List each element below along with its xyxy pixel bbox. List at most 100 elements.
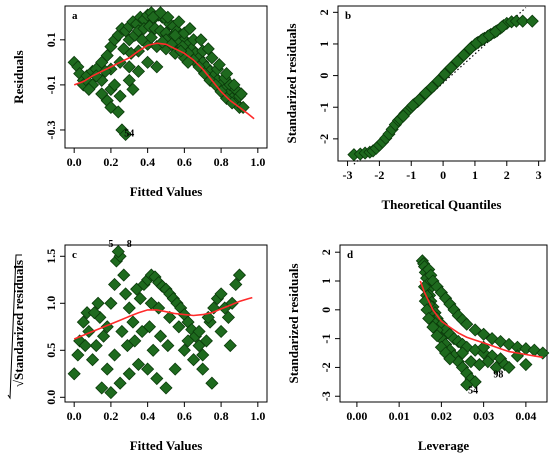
- data-point: [122, 367, 136, 381]
- data-point: [444, 61, 458, 75]
- panel-c-scale-location: 0.0 0.2 0.4 0.6 0.8 1.0 1.5 1.0 0.5 0.0 Fitted Val…: [7, 239, 268, 453]
- x-tick-label: -3: [343, 168, 353, 182]
- x-axis-label: Fitted Values: [130, 438, 203, 453]
- y-tick-label: -2: [317, 134, 331, 144]
- data-point: [119, 127, 133, 142]
- data-point: [113, 89, 127, 103]
- data-point: [214, 324, 228, 339]
- y-tick-label: -1: [317, 102, 331, 112]
- y-tick-label: 0: [317, 73, 331, 79]
- x-tick-label: 0.01: [389, 409, 410, 423]
- data-point: [168, 362, 182, 376]
- plot-frame: [64, 244, 268, 403]
- outlier-annotation: 54: [468, 385, 478, 396]
- data-point: [108, 348, 122, 362]
- data-point: [477, 327, 491, 341]
- data-point: [236, 100, 250, 114]
- x-tick-label: 0.6: [177, 409, 192, 423]
- y-tick-label: -0.3: [44, 120, 58, 139]
- data-point: [425, 80, 439, 94]
- data-point: [117, 268, 131, 282]
- data-point: [153, 6, 168, 20]
- y-tick-label: -0.1: [44, 75, 58, 94]
- panel-label: b: [345, 10, 351, 22]
- data-point: [100, 362, 114, 376]
- data-point: [120, 339, 135, 353]
- data-point: [161, 10, 175, 24]
- y-tick-label: 0.1: [44, 32, 58, 47]
- data-point: [516, 14, 530, 28]
- data-point: [82, 82, 96, 96]
- panel-label: c: [72, 249, 77, 261]
- data-point: [126, 315, 140, 329]
- data-point: [455, 346, 470, 360]
- data-point: [196, 362, 210, 376]
- data-point: [519, 357, 533, 372]
- data-point: [227, 78, 241, 92]
- data-point: [131, 357, 146, 371]
- x-tick-label: -2: [374, 168, 384, 182]
- outlier-annotation: 8: [127, 239, 132, 250]
- y-axis-label: Standarized residuals: [286, 263, 301, 383]
- panel-b-normal-qq: -3 -2 -1 0 1 2 3 2 1 0 -1 -2 Theoretical Quantiles St…: [284, 5, 546, 212]
- data-point: [85, 353, 100, 367]
- data-point: [468, 323, 482, 337]
- data-point: [525, 14, 539, 28]
- x-tick-label: 0.03: [473, 409, 494, 423]
- data-point: [431, 74, 445, 88]
- data-point: [201, 42, 215, 56]
- y-tick-label: -1: [319, 334, 333, 344]
- data-point: [502, 360, 516, 374]
- data-point: [495, 20, 509, 34]
- panel-label: d: [347, 249, 353, 261]
- data-point: [223, 339, 237, 353]
- data-point: [96, 329, 111, 343]
- data-point: [164, 37, 179, 51]
- plot-frame: [64, 5, 268, 149]
- data-point: [126, 82, 140, 96]
- y-tick-label: 0.0: [44, 390, 58, 405]
- data-point: [460, 317, 474, 331]
- x-tick-label: 0.00: [346, 409, 367, 423]
- data-point: [113, 376, 127, 390]
- data-point: [183, 21, 197, 36]
- outlier-annotation: 5: [108, 239, 113, 250]
- data-point: [124, 46, 138, 60]
- y-axis-label: Residuals: [11, 50, 26, 103]
- data-point: [163, 310, 177, 324]
- x-tick-label: 1.0: [250, 409, 265, 423]
- x-tick-label: 0.2: [103, 409, 118, 423]
- smoother-trend-line: [419, 280, 543, 359]
- data-point: [161, 339, 175, 353]
- data-point: [111, 105, 125, 119]
- data-point: [155, 35, 169, 49]
- data-point: [122, 301, 136, 315]
- x-tick-label: 1.0: [250, 155, 265, 169]
- data-point: [212, 58, 226, 72]
- data-point: [76, 315, 90, 329]
- data-point: [133, 292, 147, 306]
- x-tick-label: 0.0: [67, 409, 82, 423]
- data-point: [117, 42, 131, 56]
- data-point: [192, 324, 206, 339]
- y-tick-label: 1: [317, 41, 331, 47]
- x-axis-label: Leverage: [418, 438, 469, 453]
- data-point: [181, 334, 195, 348]
- data-point: [502, 337, 516, 351]
- x-tick-label: 0.4: [140, 409, 155, 423]
- x-tick-label: 0.0: [67, 155, 82, 169]
- data-point: [131, 64, 146, 78]
- data-point: [412, 93, 426, 107]
- y-tick-label: 1.5: [44, 249, 58, 264]
- data-point: [172, 15, 186, 29]
- data-point: [150, 60, 164, 74]
- y-tick-label: 1.0: [44, 296, 58, 311]
- data-point: [194, 33, 208, 47]
- y-tick-label: 1: [319, 278, 333, 284]
- x-tick-label: 0.6: [177, 155, 192, 169]
- data-point: [122, 60, 136, 74]
- smoother-trend-line: [73, 42, 255, 120]
- data-point: [214, 287, 228, 301]
- data-point: [67, 367, 81, 381]
